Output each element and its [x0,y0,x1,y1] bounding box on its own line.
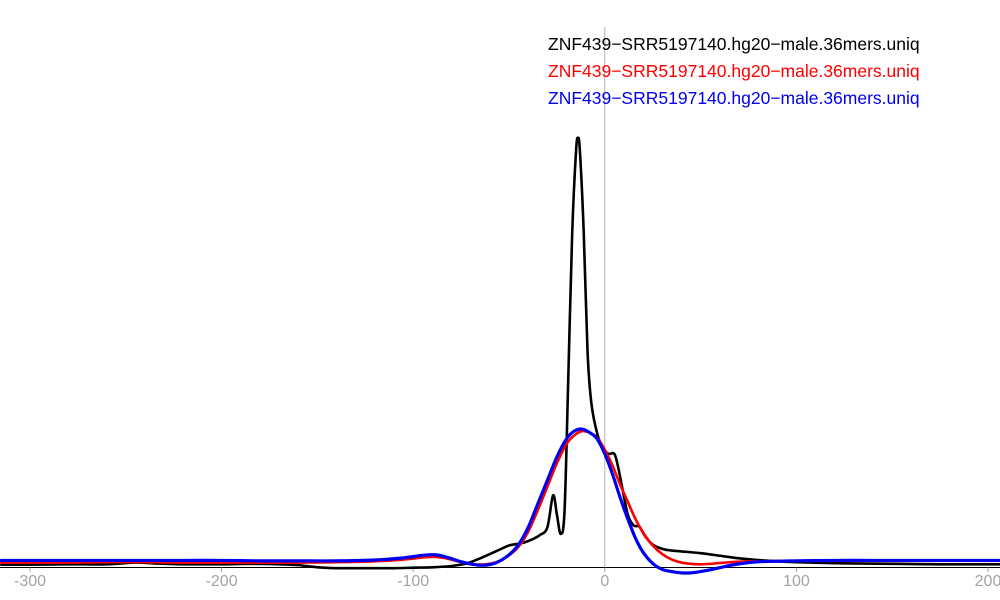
black-curve [0,136,1000,570]
legend-entry-red: ZNF439−SRR5197140.hg20−male.36mers.uniq [548,61,920,81]
x-tick-label: -300 [14,573,46,590]
x-tick-label: 100 [783,573,810,590]
x-tick-label: -200 [206,573,238,590]
x-tick-label: -100 [397,573,429,590]
legend-entry-black: ZNF439−SRR5197140.hg20−male.36mers.uniq [548,34,920,54]
red-curve [0,429,1000,566]
x-tick-label: 0 [600,573,609,590]
blue-curve [0,427,1000,575]
legend-entry-blue: ZNF439−SRR5197140.hg20−male.36mers.uniq [548,88,920,108]
chart-legend: ZNF439−SRR5197140.hg20−male.36mers.uniq … [548,31,1000,112]
x-tick-label: 200 [975,573,1000,590]
